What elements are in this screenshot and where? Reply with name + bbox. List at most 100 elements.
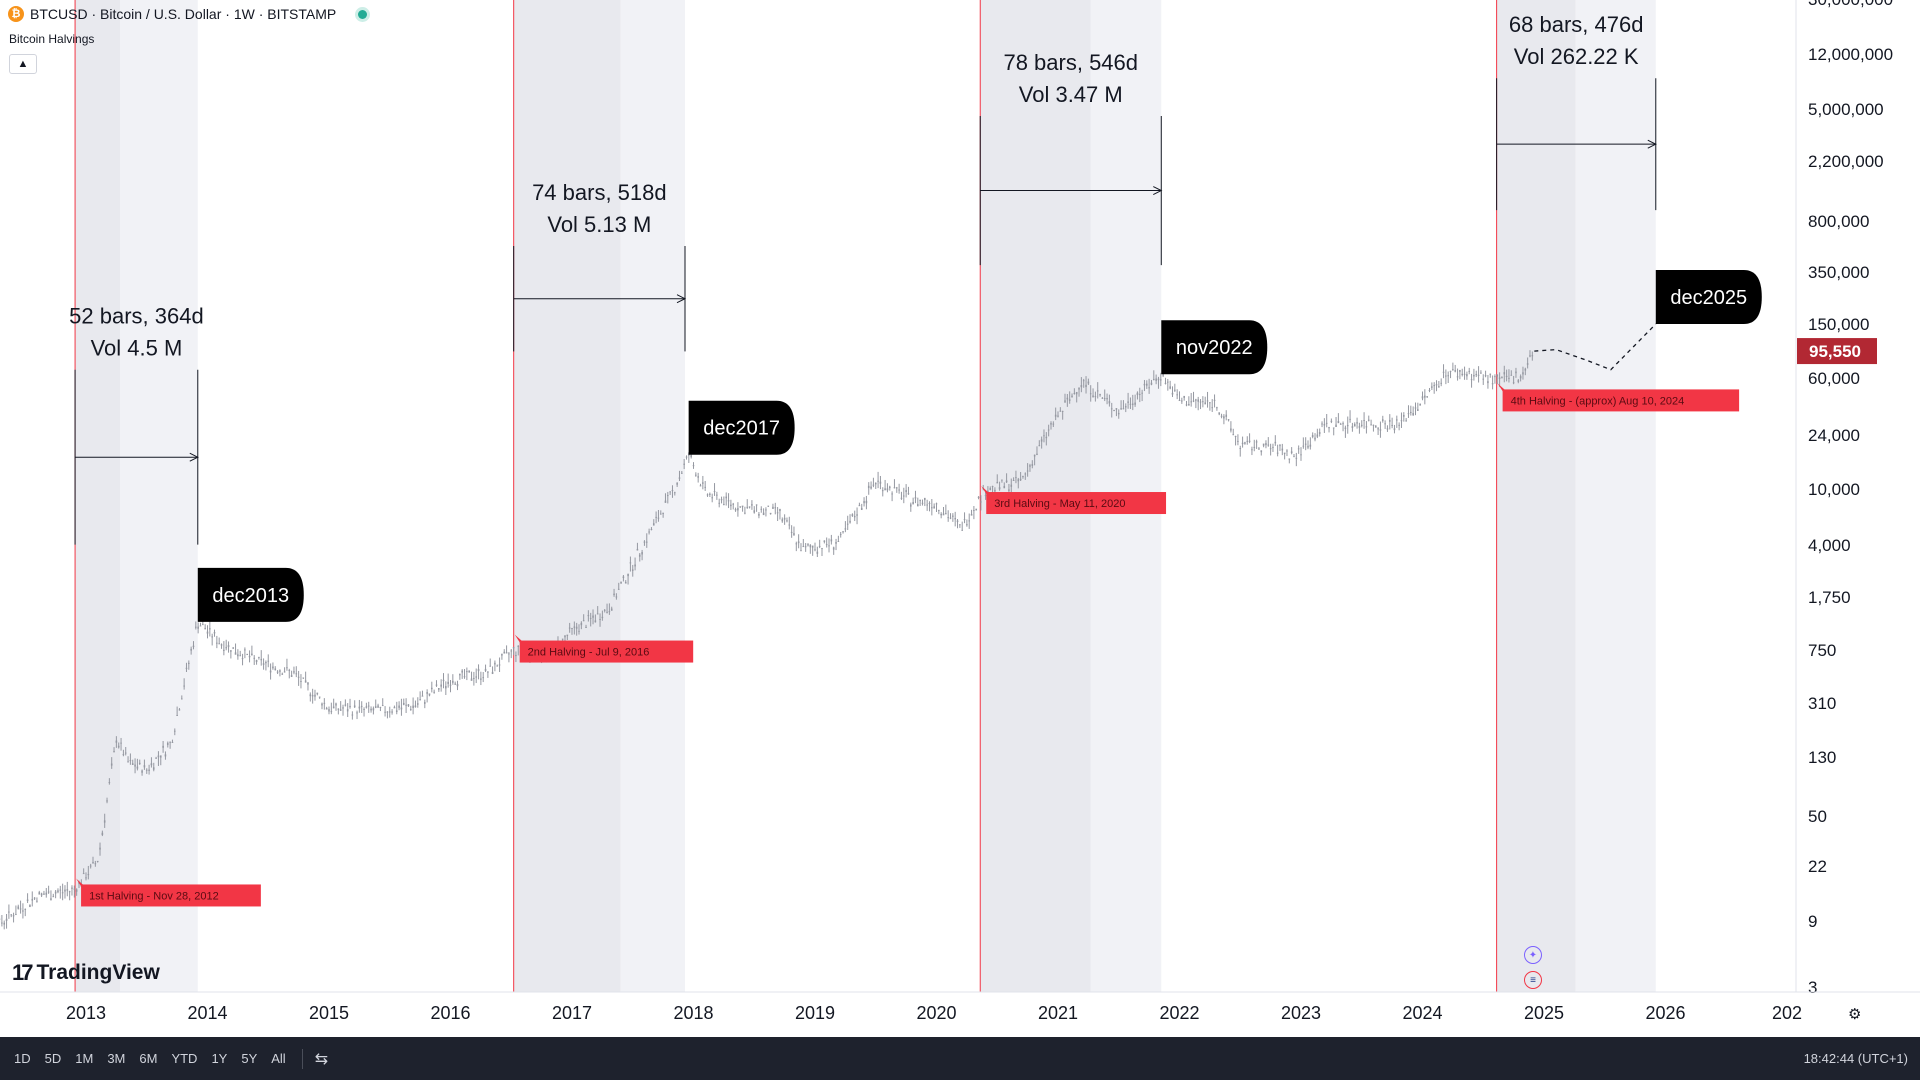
- candle-body: [409, 709, 412, 711]
- us-flag-event-icon[interactable]: ≡: [1524, 971, 1542, 989]
- price-tick-label: 9: [1808, 912, 1817, 931]
- candle-body: [970, 513, 973, 516]
- candle-body: [933, 506, 935, 509]
- candle-body: [1391, 424, 1393, 426]
- candle-body: [1386, 428, 1389, 430]
- candle-body: [190, 648, 192, 651]
- range-1y-button[interactable]: 1Y: [211, 1051, 228, 1066]
- candle-body: [1054, 414, 1057, 417]
- price-tick-label: 350,000: [1808, 263, 1869, 282]
- candle-body: [1122, 408, 1125, 410]
- candle-body: [746, 506, 749, 508]
- candle-body: [15, 914, 17, 916]
- candle-body: [956, 520, 959, 523]
- candle-body: [645, 541, 648, 543]
- candle-body: [1040, 439, 1043, 442]
- candle-body: [466, 671, 468, 673]
- candle-body: [283, 671, 286, 673]
- candle-body: [909, 504, 912, 507]
- candle-body: [811, 545, 814, 548]
- candle-body: [1103, 398, 1106, 400]
- candle-body: [1339, 423, 1342, 425]
- candle-body: [459, 673, 461, 676]
- candle-body: [239, 655, 242, 657]
- range-ytd-button[interactable]: YTD: [171, 1051, 198, 1066]
- range-all-button[interactable]: All: [271, 1051, 286, 1066]
- symbol-title[interactable]: BTCUSD · Bitcoin / U.S. Dollar · 1W · BI…: [30, 6, 337, 22]
- candle-body: [975, 508, 978, 511]
- calendar-range-icon[interactable]: ⇆: [314, 1050, 329, 1068]
- candle-body: [1461, 373, 1464, 375]
- candle-body: [1232, 434, 1235, 436]
- candle-body: [267, 660, 270, 662]
- candle-body: [22, 910, 24, 912]
- candle-body: [657, 517, 660, 519]
- candle-body: [596, 613, 599, 615]
- candle-body: [741, 505, 744, 508]
- candle-body: [286, 667, 288, 669]
- candle-body: [860, 507, 863, 511]
- candle-body: [438, 687, 440, 690]
- candle-body: [1419, 403, 1421, 406]
- range-6m-button[interactable]: 6M: [139, 1051, 158, 1066]
- candle-body: [328, 709, 330, 712]
- range-1d-button[interactable]: 1D: [14, 1051, 31, 1066]
- measure-arrow-icon: [189, 452, 199, 462]
- range-5d-button[interactable]: 5D: [44, 1051, 62, 1066]
- candle-body: [1101, 397, 1104, 399]
- candle-body: [1325, 422, 1328, 424]
- candle-body: [765, 509, 767, 511]
- candle-body: [1297, 448, 1300, 450]
- candle-body: [842, 531, 844, 533]
- candle-body: [1463, 373, 1466, 375]
- candle-body: [786, 520, 788, 522]
- candle-body: [321, 703, 323, 706]
- candle-body: [377, 705, 379, 708]
- year-tick-label: 2025: [1524, 1003, 1564, 1023]
- candle-body: [709, 493, 711, 495]
- ai-assistant-icon[interactable]: ✦: [1524, 946, 1542, 964]
- candle-body: [302, 677, 305, 679]
- candle-body: [636, 548, 639, 551]
- candle-body: [1365, 426, 1368, 428]
- candle-body: [1234, 436, 1237, 438]
- range-3m-button[interactable]: 3M: [107, 1051, 126, 1066]
- collapse-legend-button[interactable]: ▲: [9, 54, 37, 74]
- price-tick-label: 800,000: [1808, 212, 1869, 231]
- candle-body: [216, 642, 218, 644]
- candle-body: [690, 454, 692, 458]
- candle-body: [1195, 399, 1197, 401]
- year-tick-label: 2024: [1402, 1003, 1442, 1023]
- candle-body: [835, 541, 837, 544]
- candle-body: [461, 670, 463, 673]
- candle-body: [987, 490, 989, 493]
- candle-body: [10, 914, 13, 916]
- clock-readout[interactable]: 18:42:44 (UTC+1): [1803, 1051, 1908, 1066]
- range-5y-button[interactable]: 5Y: [241, 1051, 258, 1066]
- candle-body: [40, 893, 43, 896]
- candle-body: [120, 742, 122, 744]
- candle-body: [1281, 448, 1284, 451]
- candle-body: [610, 608, 613, 611]
- price-chart[interactable]: 52 bars, 364d Vol 4.5 M 74 bars, 518d Vol 5…: [0, 0, 1920, 1037]
- candle-body: [1124, 406, 1127, 408]
- candle-body: [269, 670, 272, 673]
- axis-settings-icon[interactable]: ⚙: [1848, 1006, 1862, 1023]
- candle-body: [1015, 477, 1017, 479]
- candle-body: [730, 504, 732, 507]
- candle-body: [940, 513, 942, 516]
- candle-body: [145, 769, 148, 771]
- candle-body: [603, 609, 606, 611]
- candle-body: [1075, 391, 1078, 395]
- measure-volume-label: Vol 3.47 M: [1019, 82, 1123, 107]
- candle-body: [1174, 389, 1176, 391]
- range-1m-button[interactable]: 1M: [75, 1051, 94, 1066]
- candle-body: [94, 863, 97, 865]
- candle-body: [1192, 400, 1195, 402]
- callout-label: dec2025: [1670, 287, 1747, 309]
- candle-body: [244, 649, 246, 651]
- candle-body: [1080, 385, 1083, 388]
- study-title[interactable]: Bitcoin Halvings: [9, 32, 95, 46]
- candle-body: [1328, 426, 1330, 429]
- candle-body: [505, 652, 508, 654]
